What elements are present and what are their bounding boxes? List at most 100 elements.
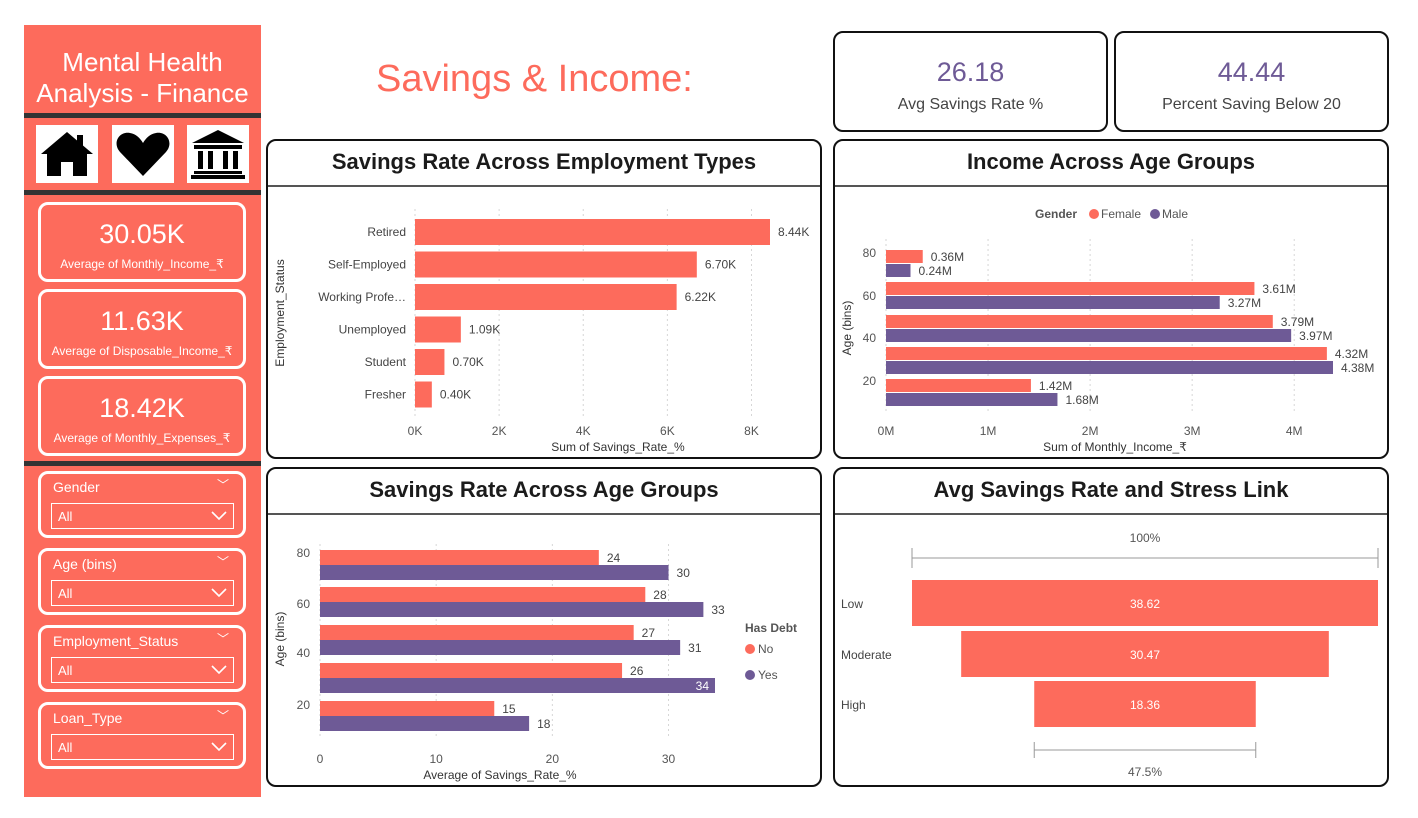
heart-icon[interactable] (112, 125, 174, 183)
legend-title: Gender (1035, 207, 1077, 221)
x-tick-label: 0K (408, 424, 423, 438)
data-label: 4.32M (1335, 347, 1368, 361)
data-label: 28 (653, 588, 667, 602)
data-label: 3.97M (1299, 329, 1332, 343)
employment-status-dropdown[interactable]: All (51, 657, 234, 683)
chevron-down-icon[interactable]: ﹀ (216, 555, 229, 569)
data-label: 18.36 (1130, 698, 1160, 712)
chevron-down-icon[interactable]: ﹀ (216, 709, 229, 723)
sidebar-divider (24, 190, 261, 195)
legend-label: Yes (758, 668, 778, 682)
chevron-down-icon[interactable]: ﹀ (216, 478, 229, 492)
sidebar-divider (24, 461, 261, 466)
data-label: 27 (642, 626, 656, 640)
panel-employment-savings: 0K 2K 4K 6K 8K Retired 8.44K Self-Employed 6.70K… (266, 139, 822, 459)
bar (886, 329, 1292, 342)
bar (415, 251, 697, 278)
kpi-monthly-income: 30.05K Average of Monthly_Income_₹ (38, 202, 246, 282)
sidebar-title: Mental Health Analysis - Finance (36, 47, 249, 108)
x-tick-label: 8K (744, 424, 759, 438)
x-tick-label: 10 (429, 752, 443, 766)
slicer-employment-status[interactable]: Employment_Status ﹀ All (38, 625, 246, 692)
data-label: 1.42M (1039, 379, 1072, 393)
data-label: 3.61M (1262, 282, 1295, 296)
data-label: 6.70K (705, 258, 736, 272)
bar (415, 284, 677, 310)
x-tick-label: 4M (1286, 424, 1303, 438)
chevron-down-icon (211, 511, 227, 521)
data-label: 34 (696, 679, 710, 693)
chevron-down-icon[interactable]: ﹀ (216, 632, 229, 646)
data-label: 38.62 (1130, 597, 1160, 611)
panel-income-age: Gender Female Male 0M 1M 2M 3M 4M 0.36M 0.24M 3.61… (833, 139, 1389, 459)
y-tick-label: 40 (297, 646, 311, 660)
x-tick-label: 2M (1082, 424, 1099, 438)
category-label: Fresher (365, 388, 406, 402)
slicer-loan-type[interactable]: Loan_Type ﹀ All (38, 702, 246, 769)
data-label: 30 (677, 566, 691, 580)
x-tick-label: 0M (878, 424, 895, 438)
funnel-bar (961, 631, 1329, 677)
y-axis-title: Employment_Status (273, 259, 287, 366)
home-glyph (41, 132, 93, 176)
x-tick-label: 0 (317, 752, 324, 766)
bar (886, 393, 1058, 406)
data-label: 18 (537, 717, 551, 731)
x-tick-label: 3M (1184, 424, 1201, 438)
bar (320, 716, 530, 731)
bar (415, 349, 445, 375)
x-tick-label: 2K (492, 424, 507, 438)
y-tick-label: 80 (297, 546, 311, 560)
kpi-disposable-income: 11.63K Average of Disposable_Income_₹ (38, 289, 246, 369)
data-label: 0.70K (452, 355, 483, 369)
bar (320, 565, 669, 580)
chart-title: Savings Rate Across Age Groups (268, 469, 820, 515)
age-bins-dropdown[interactable]: All (51, 580, 234, 606)
funnel-bar (1034, 681, 1256, 727)
page-title: Savings & Income: (376, 58, 693, 100)
bar (415, 219, 770, 245)
slicer-gender[interactable]: Gender ﹀ All (38, 471, 246, 538)
slicer-age-bins[interactable]: Age (bins) ﹀ All (38, 548, 246, 615)
y-tick-label: 40 (863, 331, 877, 345)
home-icon[interactable] (36, 125, 98, 183)
y-tick-label: 20 (863, 374, 877, 388)
loan-type-dropdown[interactable]: All (51, 734, 234, 760)
legend-label: No (758, 642, 774, 656)
category-label: High (841, 698, 866, 712)
y-tick-label: 20 (297, 698, 311, 712)
bank-icon[interactable] (187, 125, 249, 183)
chart-title: Income Across Age Groups (835, 141, 1387, 187)
bar (415, 316, 461, 343)
x-axis-title: Sum of Monthly_Income_₹ (1043, 440, 1187, 454)
card-avg-savings-rate: 26.18 Avg Savings Rate % (833, 31, 1108, 132)
category-label: Low (841, 597, 863, 611)
data-label: 3.79M (1281, 315, 1314, 329)
y-tick-label: 60 (297, 597, 311, 611)
category-label: Working Profe… (318, 290, 406, 304)
data-label: 3.27M (1228, 296, 1261, 310)
bar (886, 347, 1327, 360)
data-label: 30.47 (1130, 648, 1160, 662)
panel-stress-funnel: 100% 38.62 Low 30.47 Moderate 18.36 High 47.5% … (833, 467, 1389, 787)
bar (886, 315, 1273, 328)
chevron-down-icon (211, 742, 227, 752)
funnel-top-label: 100% (1130, 531, 1161, 545)
legend-title: Has Debt (745, 621, 797, 635)
heart-glyph (116, 132, 170, 176)
data-label: 15 (502, 702, 516, 716)
chart-title: Avg Savings Rate and Stress Link (835, 469, 1387, 515)
bar (320, 602, 704, 617)
data-label: 0.24M (918, 264, 951, 278)
bar (886, 250, 923, 263)
sidebar-divider (24, 113, 261, 118)
data-label: 24 (607, 551, 621, 565)
gender-dropdown[interactable]: All (51, 503, 234, 529)
bar (320, 587, 646, 602)
data-label: 8.44K (778, 225, 809, 239)
funnel-bottom-label: 47.5% (1128, 765, 1162, 779)
legend-marker-no (745, 644, 755, 654)
category-label: Unemployed (339, 323, 406, 337)
chart-title: Savings Rate Across Employment Types (268, 141, 820, 187)
